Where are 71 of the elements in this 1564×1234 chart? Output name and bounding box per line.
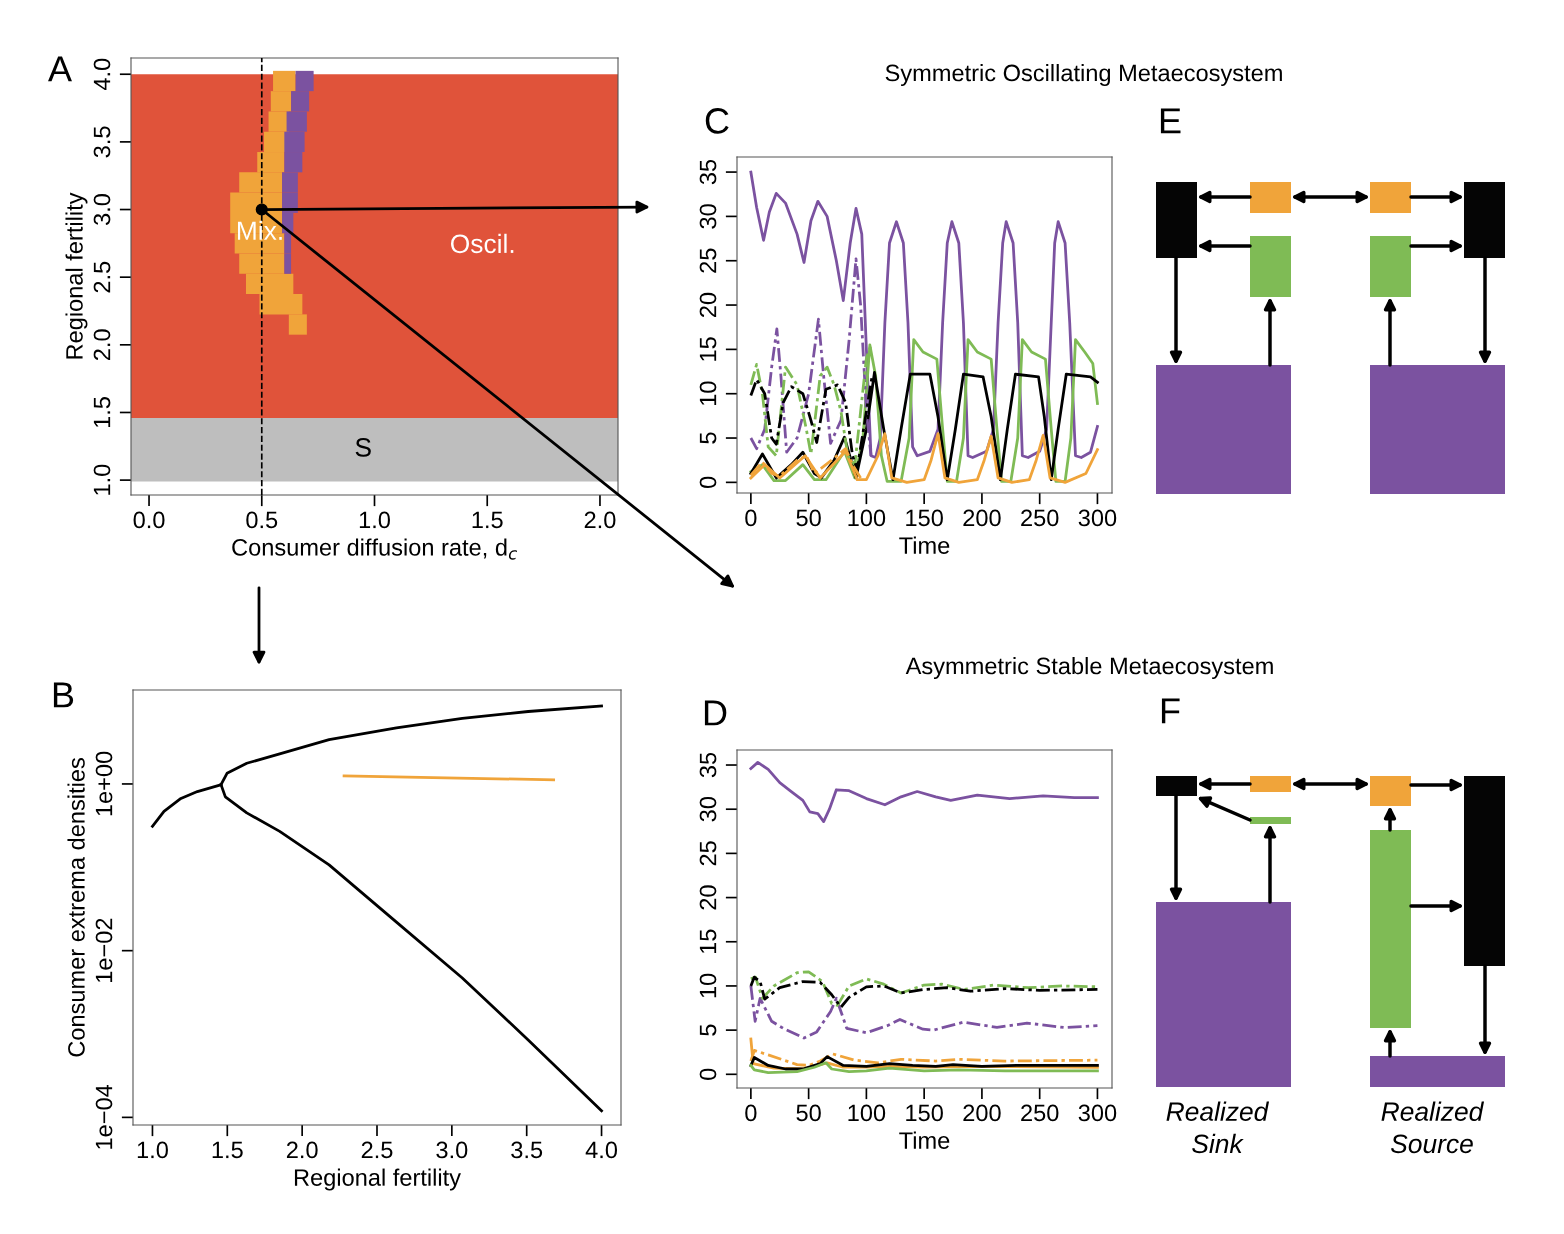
text: B <box>53 682 74 708</box>
y-tick-label: 25 <box>699 841 717 866</box>
x-tick-label: 250 <box>1021 1104 1059 1122</box>
band-label: S <box>355 438 371 457</box>
text: D <box>704 700 727 726</box>
x-tick-label: 3.5 <box>511 1141 543 1159</box>
text: A <box>48 56 72 82</box>
y-tick-label: 5 <box>699 432 717 444</box>
y-axis-title: Consumer extrema densities <box>67 758 85 1057</box>
x-tick-label: 150 <box>906 509 943 527</box>
x-tick-label: 1.0 <box>359 511 390 529</box>
x-axis-title: Consumer diffusion rate, d$_{c}$ <box>232 538 518 560</box>
x-tick-label: 2.0 <box>584 511 616 529</box>
text: C <box>705 108 729 134</box>
y-tick-label: 10 <box>699 973 717 998</box>
y-tick-label: 20 <box>699 885 717 910</box>
text: E <box>1160 108 1181 134</box>
y-tick-label: 5 <box>699 1024 717 1036</box>
x-axis-title: Regional fertility <box>294 1168 461 1191</box>
y-tick-label: 1e+00 <box>95 751 113 816</box>
x-tick-label: 150 <box>906 1104 943 1122</box>
y-tick-label: 15 <box>699 337 717 361</box>
annotation: Mix. <box>237 220 282 240</box>
y-tick-label: 3.0 <box>93 194 111 226</box>
y-axis-title: Regional fertility <box>65 192 88 359</box>
x-tick-label: 300 <box>1078 1104 1117 1122</box>
y-tick-label: 35 <box>699 159 717 185</box>
y-tick-label: 25 <box>699 248 717 273</box>
text: Realized Source <box>1381 1101 1485 1154</box>
y-tick-label: 0 <box>699 1068 717 1080</box>
text: Realized Sink <box>1166 1101 1270 1154</box>
x-tick-label: 200 <box>963 509 1001 527</box>
x-tick-label: 50 <box>796 1104 821 1122</box>
x-tick-label: 1.5 <box>212 1141 243 1159</box>
y-tick-label: 30 <box>699 204 717 229</box>
x-tick-label: 0.5 <box>246 511 278 529</box>
x-tick-label: 0.0 <box>133 511 165 529</box>
x-tick-label: 250 <box>1021 509 1059 527</box>
x-axis-title: Time <box>899 1131 950 1149</box>
x-tick-label: 0 <box>745 509 757 527</box>
y-tick-label: 30 <box>699 797 717 822</box>
y-tick-label: 15 <box>699 929 717 954</box>
x-axis-title: Time <box>899 536 950 554</box>
y-tick-label: 35 <box>699 752 717 778</box>
x-tick-label: 1.5 <box>472 511 503 529</box>
x-tick-label: 2.0 <box>286 1141 318 1159</box>
x-tick-label: 300 <box>1078 509 1117 527</box>
y-tick-label: 1e−02 <box>95 918 113 983</box>
y-tick-label: 4.0 <box>93 58 111 91</box>
x-tick-label: 2.5 <box>361 1141 393 1159</box>
x-tick-label: 200 <box>963 1104 1001 1122</box>
text: F <box>1161 698 1180 724</box>
y-tick-label: 20 <box>699 292 717 317</box>
y-tick-label: 1.0 <box>93 464 111 495</box>
y-tick-label: 2.0 <box>93 329 111 361</box>
chart-title: Asymmetric Stable Metaecosystem <box>905 656 1273 680</box>
x-tick-label: 4.0 <box>585 1141 618 1159</box>
band-label: Oscil. <box>450 233 514 254</box>
x-tick-label: 50 <box>796 509 821 527</box>
y-tick-label: 1e−04 <box>95 1084 113 1149</box>
y-tick-label: 10 <box>699 381 717 406</box>
y-tick-label: 2.5 <box>93 261 111 293</box>
x-tick-label: 100 <box>848 1104 886 1122</box>
x-tick-label: 100 <box>848 509 886 527</box>
y-tick-label: 1.5 <box>93 397 111 428</box>
y-tick-label: 0 <box>699 476 717 488</box>
x-tick-label: 1.0 <box>137 1141 168 1159</box>
x-tick-label: 3.0 <box>436 1141 468 1159</box>
x-tick-label: 0 <box>745 1104 757 1122</box>
chart-title: Symmetric Oscillating Metaecosystem <box>885 64 1282 86</box>
y-tick-label: 3.5 <box>93 126 111 158</box>
